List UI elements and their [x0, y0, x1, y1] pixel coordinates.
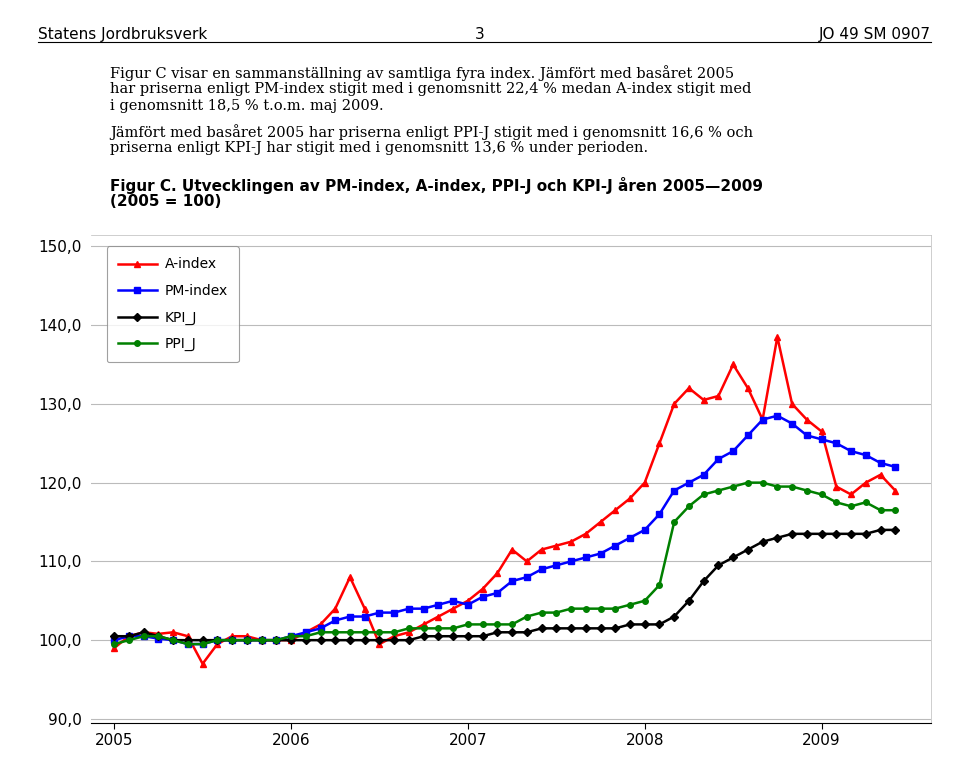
A-index	[255, 635, 267, 644]
KPI_J	[550, 624, 562, 633]
A-index	[890, 486, 901, 495]
PPI_J	[742, 478, 754, 488]
PPI_J	[890, 505, 901, 514]
KPI_J	[875, 525, 886, 534]
PM-index	[595, 549, 607, 558]
A-index	[595, 518, 607, 527]
KPI_J	[418, 631, 429, 641]
Text: priserna enligt KPI-J har stigit med i genomsnitt 13,6 % under perioden.: priserna enligt KPI-J har stigit med i g…	[110, 141, 649, 155]
Text: Statens Jordbruksverk: Statens Jordbruksverk	[38, 27, 207, 42]
KPI_J	[580, 624, 591, 633]
PM-index	[182, 640, 194, 649]
PM-index	[550, 561, 562, 570]
KPI_J	[255, 635, 267, 644]
Text: 3: 3	[475, 27, 485, 42]
PPI_J	[536, 608, 547, 618]
Text: JO 49 SM 0907: JO 49 SM 0907	[819, 27, 931, 42]
Line: PPI_J: PPI_J	[111, 480, 898, 647]
PM-index	[580, 553, 591, 562]
PM-index	[108, 635, 120, 644]
A-index	[654, 438, 665, 448]
A-index	[580, 529, 591, 538]
A-index	[197, 659, 208, 668]
Legend: A-index, PM-index, KPI_J, PPI_J: A-index, PM-index, KPI_J, PPI_J	[107, 246, 239, 362]
KPI_J	[108, 631, 120, 641]
A-index	[550, 541, 562, 551]
KPI_J	[890, 525, 901, 534]
KPI_J	[654, 620, 665, 629]
PM-index	[890, 462, 901, 471]
PPI_J	[565, 604, 577, 613]
Text: Figur C visar en sammanställning av samtliga fyra index. Jämfört med basåret 200: Figur C visar en sammanställning av samt…	[110, 65, 734, 82]
Text: i genomsnitt 18,5 % t.o.m. maj 2009.: i genomsnitt 18,5 % t.o.m. maj 2009.	[110, 99, 384, 113]
Text: Figur C. Utvecklingen av PM-index, A-index, PPI-J och KPI-J åren 2005—2009: Figur C. Utvecklingen av PM-index, A-ind…	[110, 177, 763, 194]
PPI_J	[108, 640, 120, 649]
PPI_J	[241, 635, 252, 644]
PPI_J	[403, 624, 415, 633]
KPI_J	[167, 635, 179, 644]
A-index	[108, 644, 120, 653]
Text: Jämfört med basåret 2005 har priserna enligt PPI-J stigit med i genomsnitt 16,6 : Jämfört med basåret 2005 har priserna en…	[110, 125, 754, 141]
PPI_J	[580, 604, 591, 613]
PM-index	[654, 510, 665, 519]
KPI_J	[595, 624, 607, 633]
Text: har priserna enligt PM-index stigit med i genomsnitt 22,4 % medan A-index stigit: har priserna enligt PM-index stigit med …	[110, 82, 752, 96]
PM-index	[418, 604, 429, 613]
Line: PM-index: PM-index	[111, 413, 899, 647]
Line: A-index: A-index	[110, 334, 899, 667]
PM-index	[255, 635, 267, 644]
A-index	[772, 332, 783, 341]
PPI_J	[639, 596, 651, 605]
PM-index	[772, 411, 783, 421]
Line: KPI_J: KPI_J	[111, 527, 898, 643]
Text: (2005 = 100): (2005 = 100)	[110, 194, 222, 209]
A-index	[418, 620, 429, 629]
